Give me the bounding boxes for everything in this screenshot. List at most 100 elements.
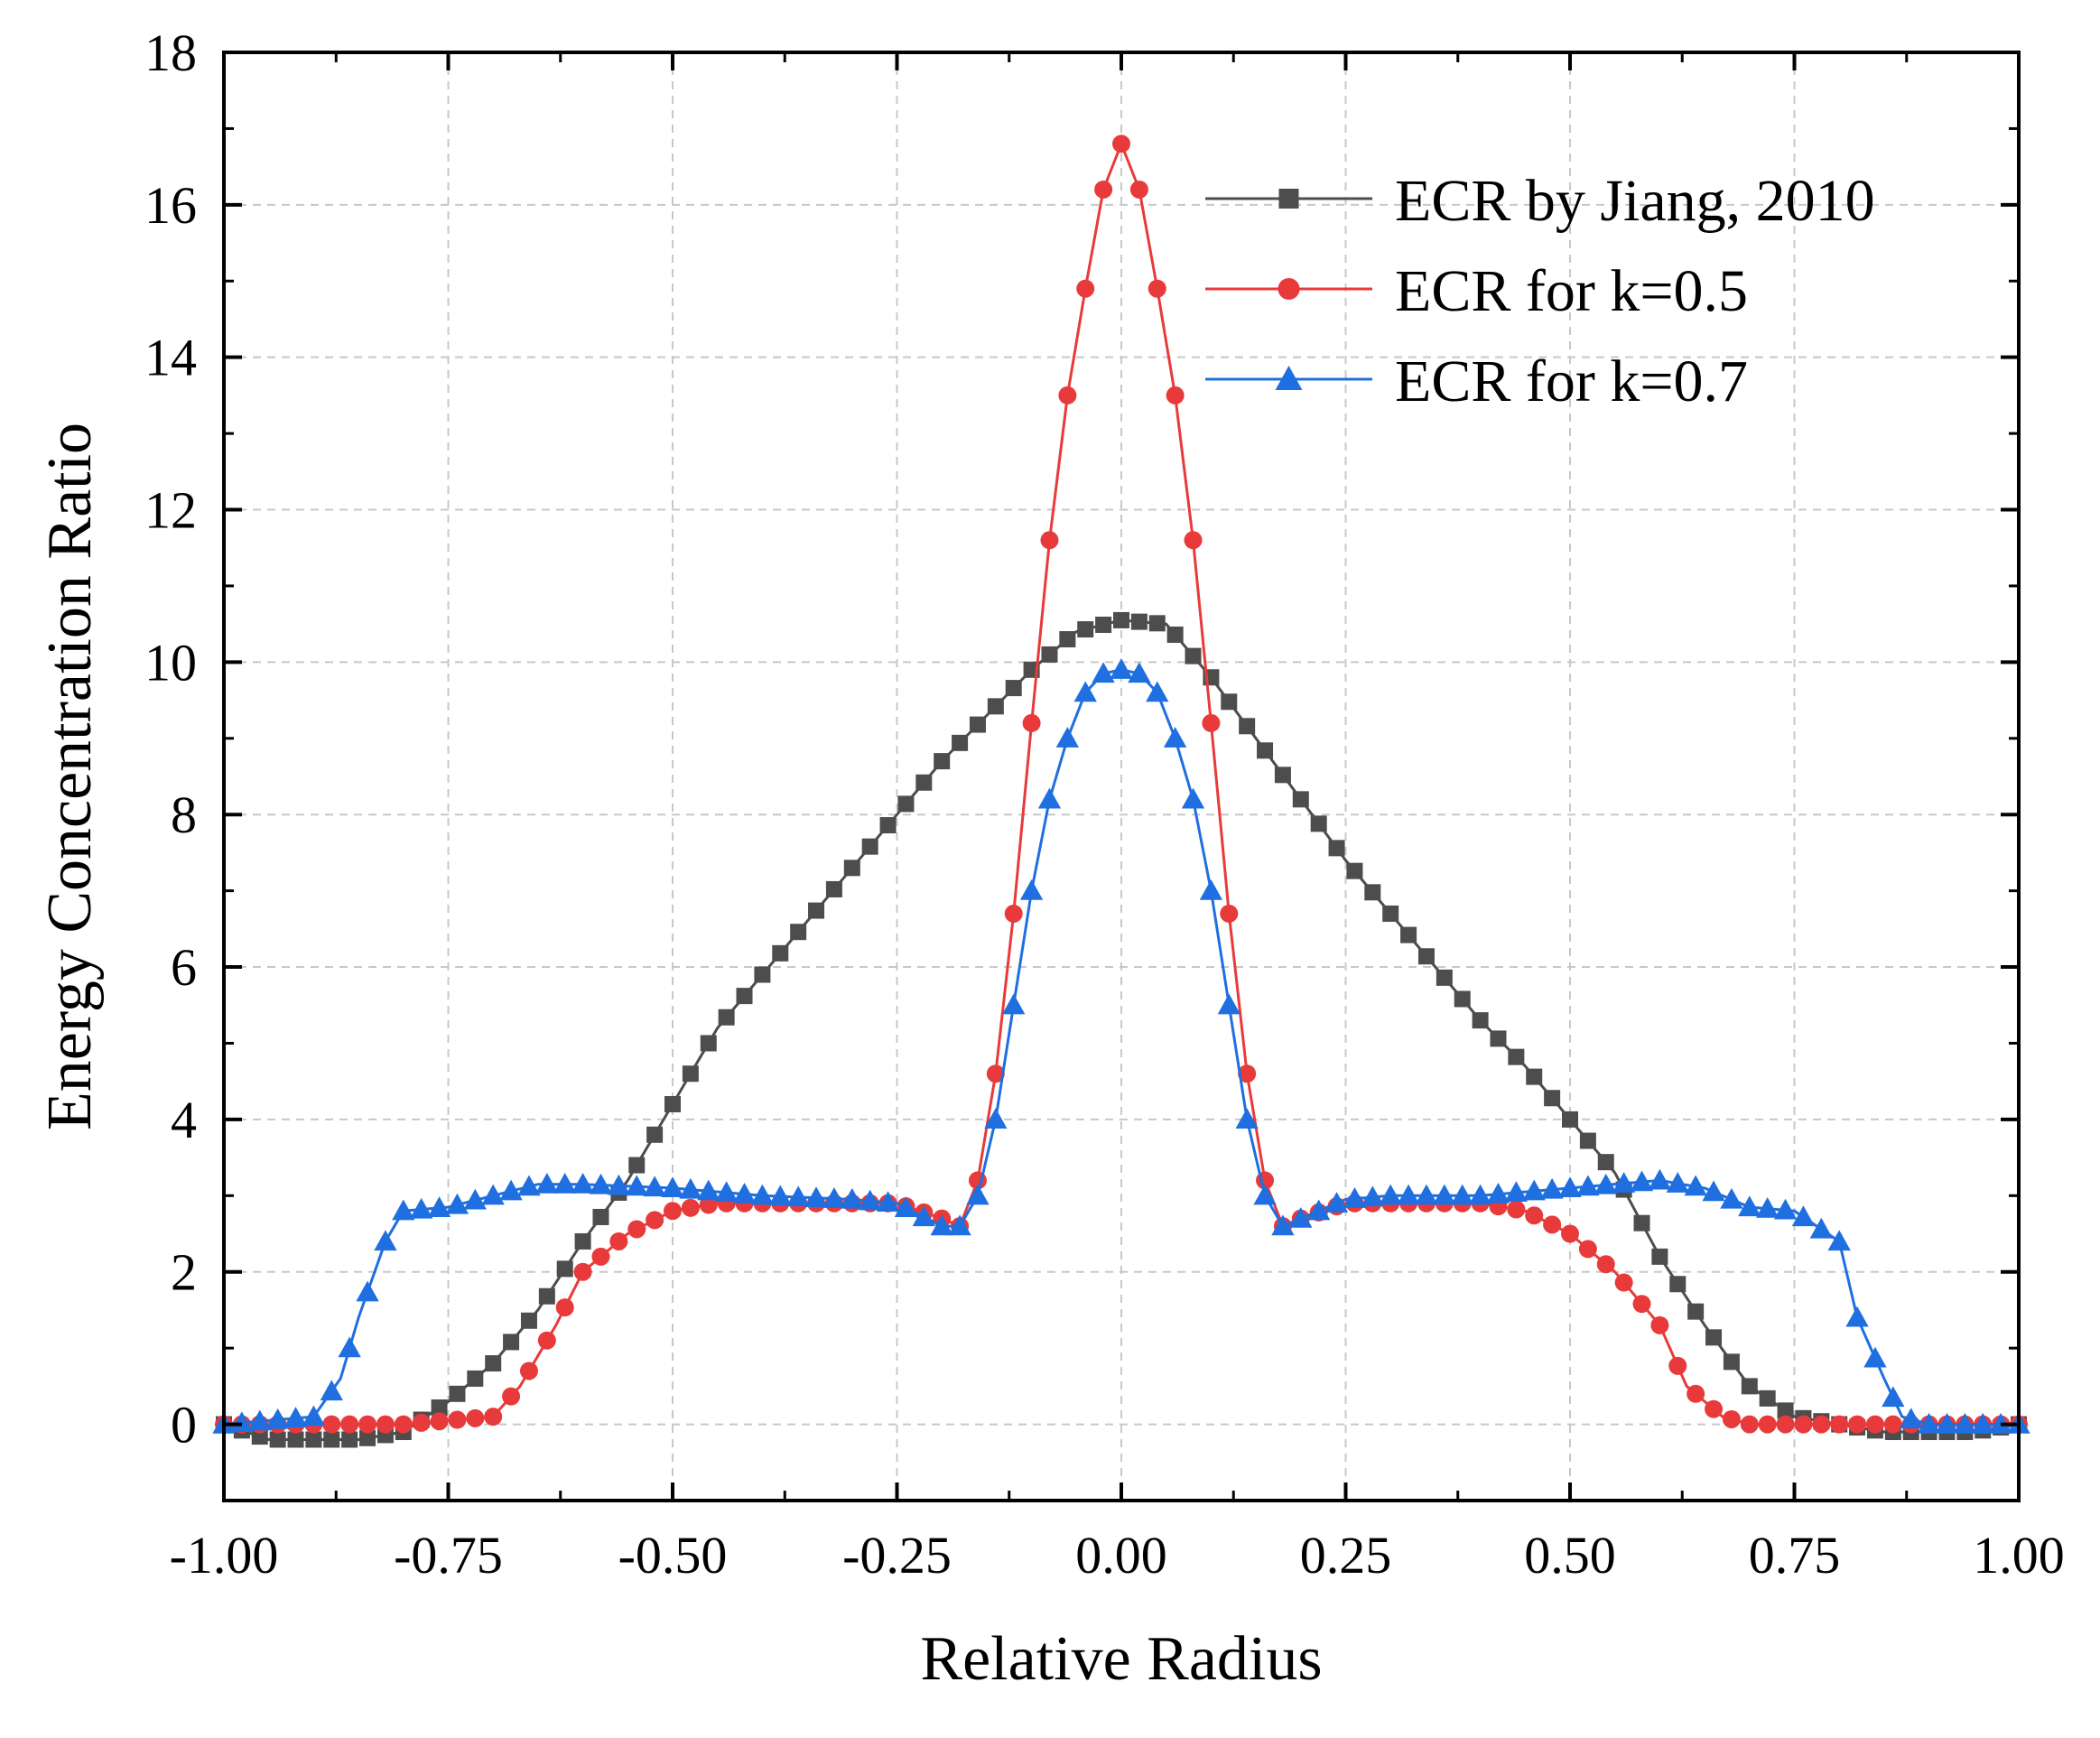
data-point [302, 1405, 326, 1427]
data-point [1756, 1197, 1779, 1218]
data-point [1129, 180, 1148, 199]
data-point [1417, 948, 1435, 965]
data-point [1630, 1170, 1654, 1192]
data-point [1055, 727, 1080, 748]
grid [224, 52, 2019, 1501]
data-point [448, 1410, 467, 1429]
data-point [1507, 1200, 1526, 1219]
data-point [376, 1415, 395, 1434]
data-point [341, 1431, 358, 1448]
data-point [714, 1181, 739, 1203]
y-tick-label: 6 [171, 938, 197, 997]
data-point [1292, 791, 1309, 808]
data-point [1274, 767, 1291, 784]
data-point [1128, 662, 1151, 683]
data-point [1883, 1415, 1902, 1434]
data-point [1239, 718, 1256, 735]
data-point [664, 1202, 682, 1221]
data-point [1865, 1415, 1884, 1434]
legend-marker [1278, 278, 1300, 300]
x-tick-label: 0.50 [1524, 1526, 1616, 1585]
data-point [1809, 1217, 1833, 1239]
data-point [1578, 1240, 1597, 1259]
data-point [679, 1177, 702, 1199]
data-point [322, 1415, 341, 1434]
data-point [589, 1173, 613, 1194]
data-point [1451, 1184, 1474, 1205]
data-point [1561, 1224, 1579, 1243]
y-tick-label: 10 [144, 633, 197, 692]
data-point [1092, 662, 1115, 683]
data-point [1812, 1415, 1831, 1434]
data-point [1669, 1276, 1687, 1293]
data-point [265, 1408, 290, 1429]
data-point [768, 1185, 792, 1206]
data-point [1863, 1346, 1887, 1368]
data-point [1324, 1192, 1349, 1213]
data-point [894, 1196, 918, 1217]
data-point [750, 1184, 775, 1205]
data-point [502, 1387, 521, 1406]
data-point [287, 1431, 304, 1448]
data-point [790, 924, 807, 941]
data-point [1220, 904, 1239, 923]
data-point [1579, 1132, 1596, 1149]
x-tick-label: 0.25 [1300, 1526, 1392, 1585]
data-point [427, 1196, 451, 1217]
data-point [876, 1191, 900, 1213]
data-point [754, 966, 771, 983]
data-point [1415, 1184, 1438, 1205]
data-point [1576, 1175, 1600, 1196]
data-point [607, 1174, 631, 1195]
data-point [1633, 1214, 1650, 1231]
data-point [1845, 1306, 1869, 1327]
data-point [879, 817, 897, 834]
data-point [1612, 1172, 1636, 1193]
data-point [1472, 1012, 1489, 1029]
data-point [499, 1179, 523, 1201]
x-tick-label: -0.50 [618, 1526, 728, 1585]
data-point [248, 1409, 272, 1431]
data-point [1148, 279, 1166, 298]
data-point [969, 716, 986, 733]
y-tick-label: 2 [171, 1243, 197, 1302]
data-point [591, 1247, 610, 1266]
data-point [1758, 1415, 1777, 1434]
data-point [986, 1064, 1005, 1083]
legend-marker [1278, 189, 1299, 209]
data-point [825, 880, 842, 897]
data-point [859, 1189, 882, 1211]
data-point [1271, 1214, 1295, 1236]
data-point [412, 1413, 431, 1432]
data-point [1468, 1184, 1492, 1205]
data-point [519, 1362, 538, 1380]
data-point [1687, 1384, 1705, 1403]
data-point [1544, 1090, 1561, 1107]
data-point [1777, 1402, 1794, 1419]
data-point [520, 1312, 537, 1329]
data-point [1113, 611, 1129, 628]
data-point [392, 1199, 415, 1221]
y-tick-label: 18 [144, 23, 197, 82]
data-point [1040, 531, 1059, 550]
data-point [1257, 742, 1274, 759]
data-point [394, 1415, 413, 1434]
data-point [574, 1232, 591, 1250]
x-tick-label: 0.00 [1075, 1526, 1167, 1585]
data-point [1004, 904, 1023, 923]
y-tick-label: 12 [144, 481, 197, 540]
data-point [1436, 969, 1453, 986]
data-point [1648, 1168, 1672, 1190]
data-point [1199, 878, 1223, 900]
data-point [912, 1205, 935, 1227]
data-point [627, 1220, 646, 1239]
y-tick-label: 14 [144, 329, 197, 387]
data-point [230, 1411, 254, 1433]
data-point [1722, 1409, 1741, 1428]
data-point [1759, 1389, 1776, 1407]
data-point [1217, 993, 1240, 1015]
data-point [609, 1231, 628, 1250]
data-point [1364, 884, 1381, 901]
